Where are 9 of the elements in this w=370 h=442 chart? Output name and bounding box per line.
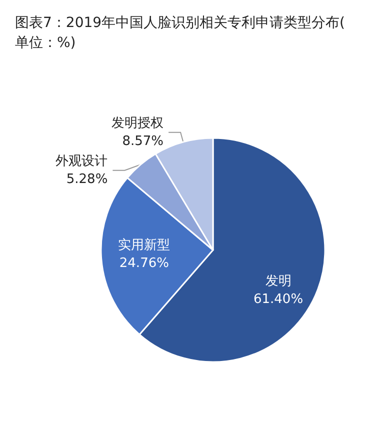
data-label: 8.57% (122, 134, 164, 149)
data-label: 5.28% (66, 172, 108, 187)
slice-label: 实用新型 (118, 238, 170, 254)
data-label: 61.40% (253, 292, 304, 308)
slice-label: 发明 (265, 274, 292, 290)
data-label: 24.76% (119, 256, 169, 272)
slice-label: 外观设计 (56, 154, 108, 169)
chart-title: 图表7：2019年中国人脸识别相关专利申请类型分布(单位：%) (15, 15, 345, 51)
slice-label: 发明授权 (112, 116, 164, 131)
